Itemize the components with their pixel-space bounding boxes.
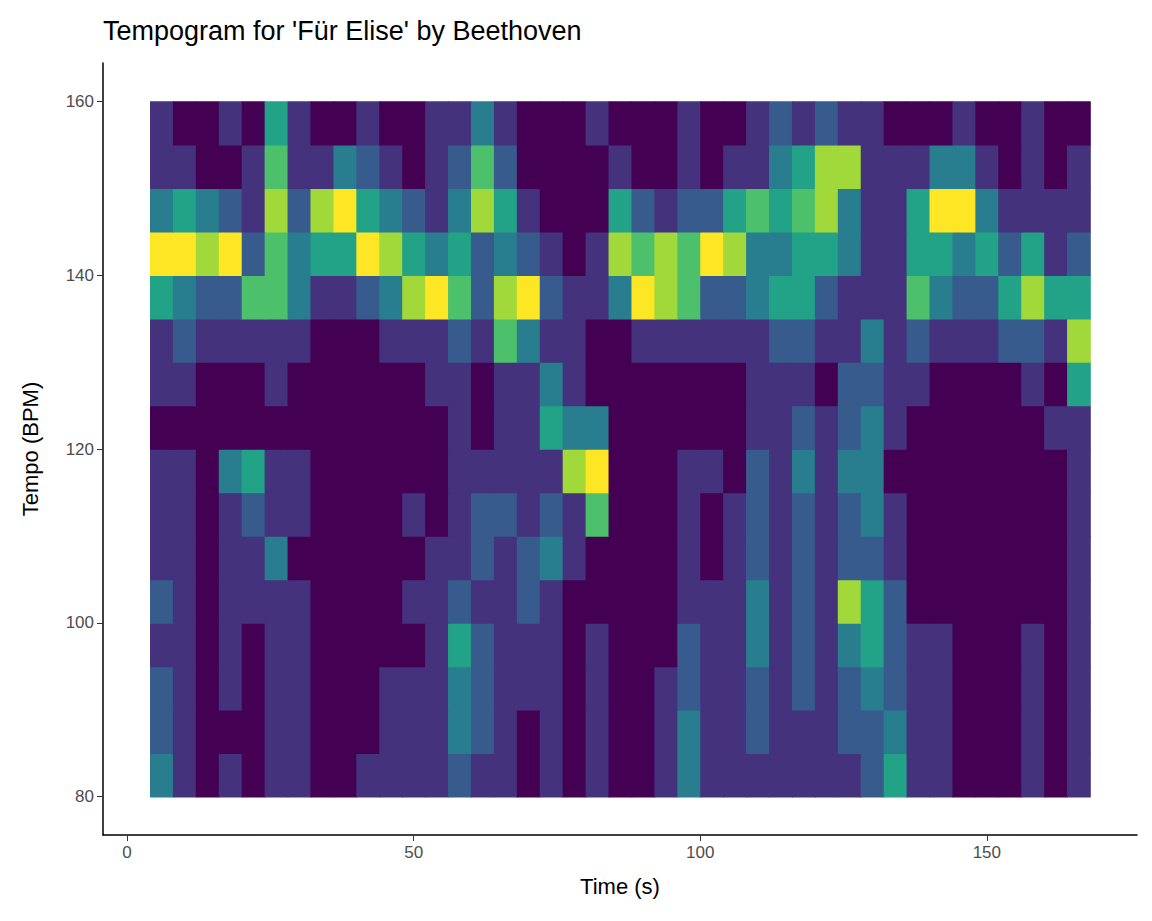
svg-text:Time (s): Time (s): [580, 874, 660, 899]
svg-text:100: 100: [66, 613, 94, 632]
svg-text:100: 100: [686, 843, 714, 862]
svg-text:Tempo (BPM): Tempo (BPM): [18, 382, 43, 516]
svg-text:140: 140: [66, 266, 94, 285]
svg-text:120: 120: [66, 440, 94, 459]
svg-text:0: 0: [122, 843, 131, 862]
svg-text:80: 80: [75, 787, 94, 806]
svg-text:Tempogram for 'Für Elise' by B: Tempogram for 'Für Elise' by Beethoven: [103, 16, 582, 46]
svg-text:50: 50: [404, 843, 423, 862]
svg-text:160: 160: [66, 92, 94, 111]
svg-text:150: 150: [973, 843, 1001, 862]
